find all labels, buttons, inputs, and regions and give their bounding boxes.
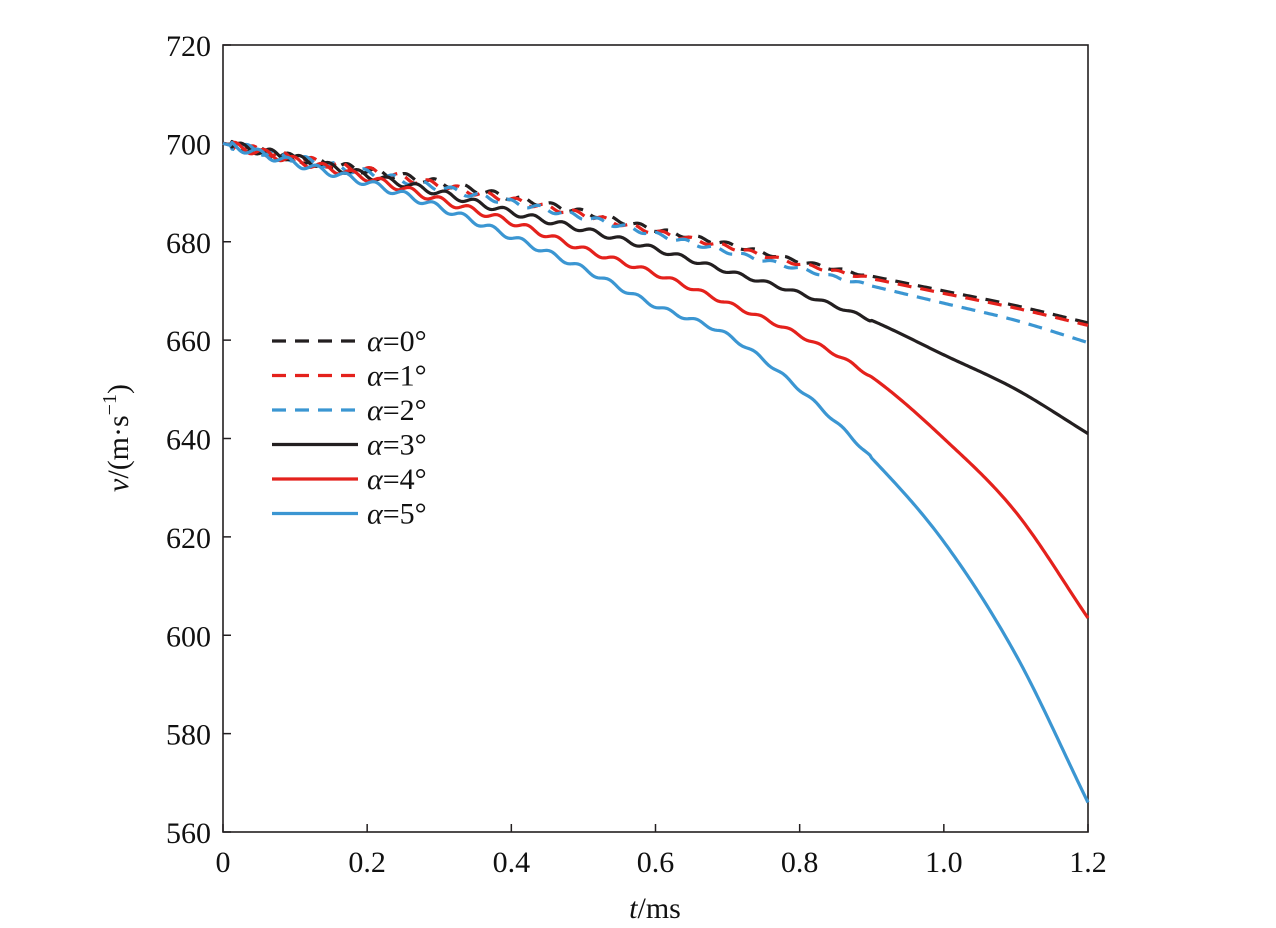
legend-label: α=1° <box>367 360 427 393</box>
x-tick-label: 0.6 <box>637 846 675 879</box>
legend-label: α=2° <box>367 394 427 427</box>
series-line <box>222 141 1089 435</box>
y-tick-label: 560 <box>166 817 211 850</box>
series-line <box>222 140 1090 619</box>
legend-label: α=0° <box>367 325 427 358</box>
x-axis-label: t/ms <box>629 892 681 925</box>
y-axis-variable: v <box>102 478 135 492</box>
series-line <box>222 140 1090 804</box>
legend-label: α=3° <box>367 429 427 462</box>
series-lines <box>222 140 1090 804</box>
series-line <box>222 141 1089 327</box>
y-axis-unit-exponent: −1 <box>99 394 121 415</box>
x-tick-label: 0.4 <box>493 846 531 879</box>
x-tick-label: 1.2 <box>1069 846 1107 879</box>
axis-ticks: 0 0.2 0.4 0.6 0.8 1.0 1.2 560 580 600 620 640 660 680… <box>166 30 1107 879</box>
legend-label: α=5° <box>367 498 427 531</box>
y-axis-unit: /(m·s <box>102 415 135 478</box>
y-tick-label: 620 <box>166 522 211 555</box>
plot-frame <box>222 44 1089 833</box>
series-line <box>222 141 1089 345</box>
y-tick-label: 700 <box>166 128 211 161</box>
legend: α=0°α=1°α=2°α=3°α=4°α=5° <box>272 325 427 531</box>
y-tick-label: 640 <box>166 424 211 457</box>
x-tick-label: 0.2 <box>348 846 386 879</box>
x-tick-label: 0.8 <box>781 846 819 879</box>
legend-label: α=4° <box>367 463 427 496</box>
x-axis-variable: t <box>629 892 638 925</box>
y-tick-label: 720 <box>166 30 211 63</box>
x-tick-label: 1.0 <box>925 846 963 879</box>
y-axis-label: v/(m·s−1) <box>99 384 135 492</box>
y-tick-label: 680 <box>166 227 211 260</box>
y-tick-label: 580 <box>166 719 211 752</box>
y-tick-label: 660 <box>166 325 211 358</box>
x-tick-label: 0 <box>216 846 231 879</box>
x-axis-unit: /ms <box>637 892 680 925</box>
y-axis-unit-close: ) <box>102 384 135 394</box>
y-tick-label: 600 <box>166 620 211 653</box>
